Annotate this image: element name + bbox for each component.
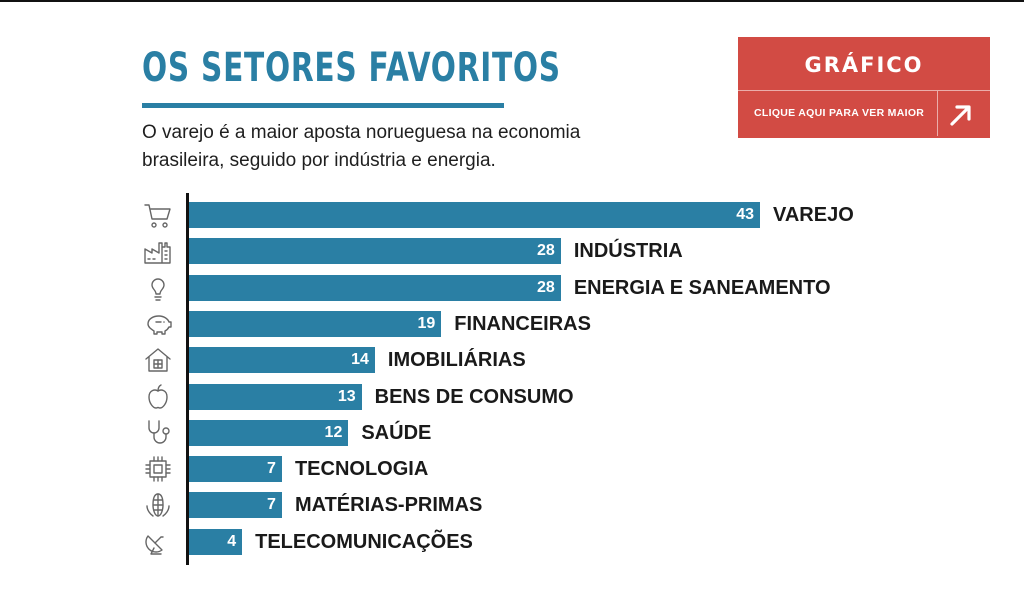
- page-title: OS SETORES FAVORITOS: [142, 45, 561, 91]
- category-label: INDÚSTRIA: [573, 240, 683, 263]
- chart-subtitle: O varejo é a maior aposta norueguesa na …: [142, 122, 581, 171]
- bar-1: [189, 238, 561, 265]
- bar-9: [189, 528, 243, 555]
- bar-4: [189, 347, 375, 374]
- bar-value-label: 12: [324, 423, 343, 441]
- category-label: VAREJO: [773, 204, 854, 226]
- bar-2: [189, 274, 561, 301]
- bar-value-label: 28: [537, 242, 555, 260]
- bar-6: [189, 419, 349, 446]
- bar-value-label: 13: [337, 387, 356, 405]
- arrow-up-right-icon[interactable]: [945, 99, 977, 131]
- category-label: TELECOMUNICAÇÕES: [255, 530, 473, 553]
- cta-divider: [738, 90, 990, 91]
- corn-icon: [142, 489, 174, 521]
- category-label: ENERGIA E SANEAMENTO: [573, 276, 831, 299]
- bar-value-label: 7: [267, 496, 276, 514]
- bar-value-label: 4: [227, 532, 237, 550]
- bar-value-label: 7: [267, 460, 276, 478]
- title-underline: [142, 103, 504, 108]
- bar-7: [189, 456, 282, 483]
- bar-3: [189, 310, 442, 337]
- bar-value-label: 28: [537, 278, 555, 296]
- lightbulb-icon: [142, 272, 174, 304]
- apple-icon: [142, 381, 174, 413]
- shopping-cart-icon: [142, 199, 174, 231]
- category-label: TECNOLOGIA: [294, 458, 429, 481]
- category-label: BENS DE CONSUMO: [374, 385, 574, 408]
- category-label: SAÚDE: [361, 421, 432, 444]
- bar-0: [189, 202, 760, 228]
- category-label: MATÉRIAS-PRIMAS: [294, 494, 483, 517]
- y-axis-line: [186, 193, 189, 565]
- cta-separator: [937, 91, 938, 136]
- view-larger-chart-button[interactable]: GRÁFICO CLIQUE AQUI PARA VER MAIOR: [738, 37, 990, 138]
- category-label: FINANCEIRAS: [454, 312, 591, 335]
- piggy-bank-icon: [142, 308, 174, 340]
- chip-icon: [142, 453, 174, 485]
- cta-title: GRÁFICO: [804, 53, 924, 77]
- category-label: IMOBILIÁRIAS: [387, 349, 526, 372]
- bar-value-label: 43: [736, 206, 754, 223]
- stethoscope-icon: [142, 417, 174, 449]
- satellite-dish-icon: [142, 526, 174, 558]
- house-icon: [142, 344, 174, 376]
- cta-link-text[interactable]: CLIQUE AQUI PARA VER MAIOR: [754, 107, 925, 119]
- bar-value-label: 14: [351, 351, 369, 369]
- bar-value-label: 19: [417, 314, 436, 332]
- factory-icon: [142, 235, 174, 267]
- bar-5: [189, 383, 362, 410]
- bar-8: [189, 492, 282, 519]
- top-border: [0, 0, 1024, 2]
